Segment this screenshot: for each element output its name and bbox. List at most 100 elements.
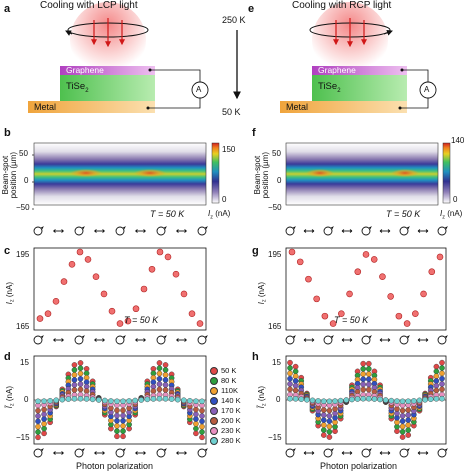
polarization-arrow-icon <box>122 335 126 339</box>
data-point <box>35 429 41 435</box>
data-point <box>132 305 140 313</box>
data-point <box>199 418 205 425</box>
polarization-arrow-icon <box>176 338 187 342</box>
data-point <box>144 396 151 403</box>
data-point <box>71 395 78 402</box>
data-point <box>77 395 84 402</box>
data-point <box>156 381 163 387</box>
data-point <box>366 386 372 393</box>
data-point <box>326 398 333 405</box>
map-hotspot <box>70 169 102 177</box>
data-point <box>162 382 169 388</box>
polarization-arrow-icon <box>417 229 429 233</box>
data-point <box>193 421 199 427</box>
legend-item: 50 K <box>210 366 260 376</box>
data-point <box>44 310 52 317</box>
data-point <box>379 273 386 280</box>
polarization-arrow-icon <box>330 448 334 452</box>
polarization-arrow-icon <box>204 448 208 452</box>
data-point <box>433 363 440 370</box>
panel-label-f: f <box>252 127 256 139</box>
data-point <box>65 396 72 402</box>
circular-polarization-icon <box>285 335 295 345</box>
data-point <box>71 362 78 368</box>
plot-d-ytick: 15 <box>20 358 29 367</box>
circular-polarization-icon <box>323 226 333 236</box>
data-point <box>399 407 406 414</box>
data-point <box>196 320 204 327</box>
schematic-rcp <box>280 2 437 113</box>
plot-h-xlabel: Photon polarization <box>320 461 398 471</box>
data-point <box>320 432 327 438</box>
panel-label-a: a <box>4 3 11 15</box>
data-point <box>114 398 120 405</box>
legend-item: 80 K <box>210 376 260 386</box>
circular-polarization-icon <box>33 335 43 345</box>
data-point <box>332 398 338 404</box>
data-point <box>315 398 321 404</box>
circular-polarization-icon <box>115 226 125 236</box>
data-point <box>288 248 296 256</box>
data-point <box>114 428 120 434</box>
data-point <box>114 407 120 414</box>
data-point <box>35 407 41 414</box>
polarization-arrow-icon <box>122 226 126 230</box>
polarization-arrow-icon <box>368 335 372 339</box>
data-point <box>326 423 333 430</box>
data-point <box>193 416 199 422</box>
contact-dot <box>398 106 402 110</box>
plot-c-ylabel: Iz (nA) <box>5 282 16 305</box>
data-point <box>120 398 126 405</box>
data-point <box>326 418 333 424</box>
data-point <box>162 367 169 373</box>
legend-item: 200 K <box>210 416 260 426</box>
circular-polarization-icon <box>156 335 166 345</box>
data-point <box>108 398 114 404</box>
data-point <box>422 396 428 403</box>
data-point <box>77 376 84 382</box>
data-point <box>150 396 157 402</box>
data-point <box>102 397 108 404</box>
data-point <box>193 430 199 437</box>
contact-dot <box>148 68 152 72</box>
polarization-arrow-icon <box>341 229 353 233</box>
data-point <box>428 268 436 276</box>
circular-polarization-icon <box>115 448 125 458</box>
data-point <box>162 395 169 402</box>
polarization-arrow-icon <box>417 338 429 342</box>
polarization-arrow-icon <box>163 226 167 230</box>
temp-end: 50 K <box>222 107 241 117</box>
map-b-image <box>33 142 207 206</box>
data-point <box>292 378 299 384</box>
data-point <box>439 381 445 387</box>
polarization-arrow-icon <box>163 448 167 452</box>
data-point <box>292 373 299 379</box>
circular-polarization-icon <box>285 226 295 236</box>
legend-item: 280 K <box>210 436 260 446</box>
polarization-arrow-icon <box>444 335 448 339</box>
polarization-arrow-icon <box>40 335 44 339</box>
rotation-arrow-left <box>65 30 73 36</box>
data-point <box>326 434 333 440</box>
polarization-arrow-icon <box>204 226 208 230</box>
map-b-ytick: −50 <box>16 203 30 212</box>
data-point <box>126 398 132 404</box>
data-point <box>68 261 76 268</box>
circular-polarization-icon <box>323 335 333 345</box>
data-point <box>399 423 406 430</box>
data-point <box>371 396 378 402</box>
data-point <box>439 359 445 366</box>
legend-item: 110K <box>210 386 260 396</box>
plot-d-ytick: −15 <box>16 433 30 442</box>
data-point <box>439 386 445 393</box>
data-point <box>162 362 169 368</box>
schematic-lcp <box>28 2 209 113</box>
polarization-arrow-icon <box>292 448 296 452</box>
polarization-arrow-icon <box>53 451 64 455</box>
cbar-f-max: 140 <box>451 136 465 145</box>
map-hotspot <box>306 169 334 177</box>
circular-polarization-icon <box>399 448 409 458</box>
data-point <box>309 397 316 404</box>
panel-label-c: c <box>4 245 11 257</box>
data-point <box>156 386 163 393</box>
